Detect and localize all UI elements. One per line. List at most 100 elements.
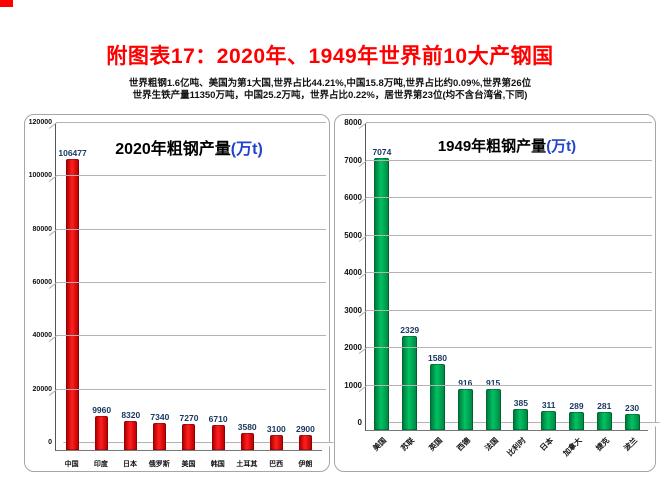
y-axis-tick-label: 1000	[344, 380, 362, 390]
x-axis-label-cell: 加拿大	[561, 433, 590, 469]
x-axis-label-cell: 法国	[479, 433, 507, 469]
x-axis-label-cell: 日本	[534, 433, 562, 469]
x-axis-category-label: 土耳其	[236, 461, 258, 468]
bar-group: 106477	[58, 123, 87, 450]
x-axis-category-label: 波兰	[622, 435, 640, 453]
x-axis-category-label: 韩国	[210, 461, 225, 468]
figure-title: 附图表17：2020年、1949年世界前10大产钢国	[106, 45, 554, 68]
y-axis-1949: 8000 7000 6000 5000 4000 3000 2000 1000 0	[335, 119, 365, 431]
x-axis-category-label: 加拿大	[561, 435, 584, 458]
x-axis-category-label: 巴西	[269, 461, 284, 468]
x-axis-category-label: 比利时	[505, 435, 528, 458]
chart-title-1949: 1949年粗钢产量(万t)	[366, 135, 648, 156]
y-axis-tick-label: 0	[357, 418, 362, 427]
bar-value-label: 2900	[295, 424, 315, 435]
plot-area-1949: 1949年粗钢产量(万t) 7074 2329 1580 916 915 385 311 28…	[358, 122, 660, 431]
bar-group: 289	[563, 123, 591, 430]
x-axis-label-cell: 伊朗	[291, 453, 320, 469]
x-axis-label-cell: 波兰	[618, 433, 646, 469]
x-axis-labels-2020: 中国 印度 日本 俄罗斯 美国 韩国 土耳其 巴西 伊朗	[55, 453, 322, 469]
x-axis-label-cell: 日本	[115, 453, 144, 469]
gridline	[48, 335, 326, 343]
subtitle-line-2: 世界生铁产量11350万吨，中国25.2万吨，世界占比0.22%，居世界第23位…	[132, 90, 528, 101]
bar-value-label: 3100	[266, 423, 286, 434]
gridline	[48, 388, 326, 396]
bar	[298, 435, 312, 450]
bars-1949: 7074 2329 1580 916 915 385 311 289 281 230	[366, 123, 648, 430]
bar	[95, 416, 109, 450]
bar-group: 3580	[233, 123, 262, 450]
bar	[402, 335, 418, 430]
x-axis-label-cell: 印度	[86, 453, 115, 469]
y-axis-tick-label: 3000	[344, 305, 362, 315]
bar	[124, 420, 138, 450]
bar-value-label: 385	[513, 397, 528, 408]
x-axis-label-cell: 美国	[174, 453, 203, 469]
gridline	[358, 309, 652, 317]
x-axis-category-label: 捷克	[594, 435, 612, 453]
bar-value-label: 289	[569, 401, 584, 412]
bar-value-label: 9960	[92, 405, 112, 416]
y-axis-tick-label: 0	[48, 439, 52, 446]
y-axis-tick-label: 2000	[344, 343, 362, 352]
x-axis-category-label: 美国	[371, 435, 389, 453]
chart-title-unit: (万t)	[546, 138, 577, 155]
x-axis-label-cell: 苏联	[395, 433, 423, 469]
bar-value-label: 3580	[237, 422, 257, 433]
figure-subtitle: 世界粗钢1.6亿吨、美国为第1大国,世界占比44.21%,中国15.8万吨,世界…	[0, 78, 660, 102]
x-axis-category-label: 伊朗	[298, 461, 313, 468]
x-axis-category-label: 俄罗斯	[148, 461, 170, 468]
x-axis-category-label: 印度	[93, 461, 108, 468]
y-axis-2020: 120000 100000 80000 60000 40000 20000 0	[25, 119, 55, 451]
bar-value-label: 8320	[121, 409, 141, 420]
x-axis-label-cell: 比利时	[505, 433, 535, 469]
bar	[153, 423, 167, 450]
x-axis-category-label: 苏联	[398, 435, 416, 453]
x-axis-category-label: 英国	[426, 435, 444, 453]
bar-group: 385	[507, 123, 535, 430]
x-axis-label-cell: 西德	[451, 433, 479, 469]
gridline	[358, 234, 652, 242]
bar-group: 916	[451, 123, 479, 430]
x-axis-label-cell: 土耳其	[232, 453, 261, 469]
y-axis-tick-label: 7000	[344, 155, 362, 165]
gridline	[358, 272, 652, 279]
subtitle-line-1: 世界粗钢1.6亿吨、美国为第1大国,世界占比44.21%,中国15.8万吨,世界…	[128, 78, 532, 89]
y-axis-tick-label: 8000	[344, 118, 362, 127]
bar-value-label: 281	[597, 401, 612, 412]
x-axis-labels-1949: 美国 苏联 英国 西德 法国 比利时 日本 加拿大 捷克 波兰	[365, 433, 648, 469]
bar	[182, 423, 196, 450]
bar	[596, 412, 612, 430]
gridline	[358, 384, 652, 392]
y-axis-tick-label: 40000	[32, 332, 52, 340]
bar-value-label: 7340	[150, 412, 170, 423]
bar	[513, 408, 529, 430]
y-axis-tick-label: 60000	[32, 279, 52, 286]
bar-value-label: 6710	[208, 414, 228, 425]
x-axis-category-label: 日本	[123, 461, 138, 468]
gridline	[358, 122, 652, 129]
x-axis-category-label: 美国	[181, 461, 196, 468]
bar-group: 2900	[291, 123, 320, 450]
gridline	[48, 228, 326, 236]
bars-2020: 106477 9960 8320 7340 7270 6710 3580 3100 2900	[56, 123, 322, 450]
y-axis-tick-label: 20000	[32, 385, 52, 393]
chart-2020-panel: 120000 100000 80000 60000 40000 20000 0 2020年粗…	[24, 114, 334, 472]
bar-value-label: 7074	[372, 146, 392, 157]
bar-value-label: 7270	[179, 412, 199, 423]
bar-group: 7340	[145, 123, 174, 450]
x-axis-label-cell: 中国	[57, 453, 86, 469]
bar	[374, 157, 390, 430]
chart-title-text: 2020年粗钢产量	[115, 141, 231, 158]
bar-group: 6710	[204, 123, 233, 450]
chart-1949-panel: 8000 7000 6000 5000 4000 3000 2000 1000 0 1949年粗…	[334, 114, 660, 472]
x-axis-label-cell: 巴西	[262, 453, 291, 469]
bar	[485, 388, 501, 430]
x-axis-category-label: 日本	[538, 435, 556, 453]
gridline	[48, 122, 326, 129]
y-axis-tick-label: 6000	[344, 193, 362, 202]
bar-group: 1580	[424, 123, 452, 430]
bar-group: 2329	[396, 123, 424, 430]
bar-value-label: 311	[541, 400, 556, 411]
